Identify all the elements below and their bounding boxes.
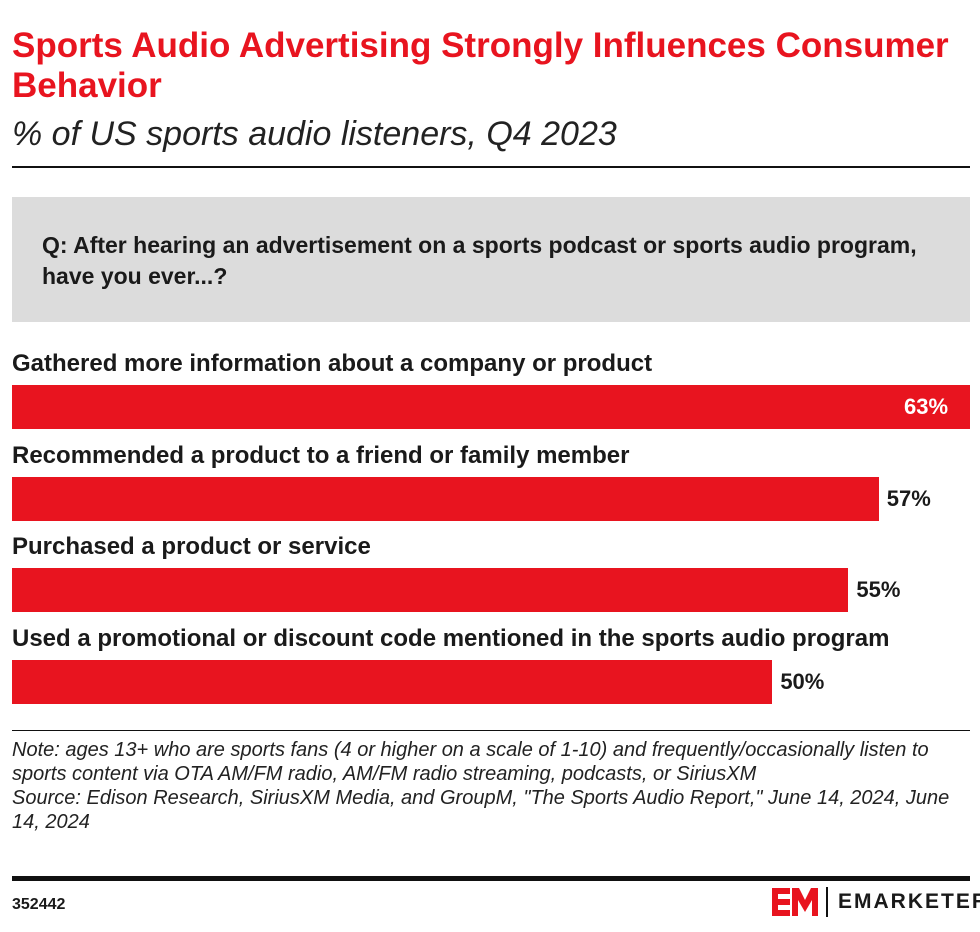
- bar: [12, 660, 773, 705]
- divider: [12, 730, 970, 731]
- category-label: Gathered more information about a compan…: [12, 350, 653, 377]
- divider: [12, 166, 970, 168]
- category-label: Used a promotional or discount code ment…: [12, 625, 890, 653]
- emarketer-logo: EMARKETER: [772, 887, 980, 917]
- em-logo-icon: [772, 888, 818, 916]
- data-label: 55%: [856, 577, 901, 603]
- bar: [12, 568, 849, 613]
- data-label: 50%: [780, 669, 825, 695]
- bar: [12, 385, 970, 429]
- category-label: Purchased a product or service: [12, 533, 371, 561]
- data-label: 63%: [904, 394, 949, 419]
- chart-subtitle: % of US sports audio listeners, Q4 2023: [12, 115, 617, 153]
- note-text: Note: ages 13+ who are sports fans (4 or…: [12, 739, 929, 785]
- chart-id: 352442: [12, 896, 66, 913]
- bar: [12, 476, 879, 521]
- data-label: 57%: [886, 485, 931, 511]
- question-text: Q: After hearing an advertisement on a s…: [42, 232, 917, 289]
- footnote: Note: ages 13+ who are sports fans (4 or…: [12, 738, 972, 834]
- brand-name: EMARKETER: [838, 890, 980, 913]
- chart-title: Sports Audio Advertising Strongly Influe…: [12, 26, 949, 105]
- source-text: Source: Edison Research, SiriusXM Media,…: [12, 787, 950, 833]
- divider: [12, 876, 970, 881]
- category-label: Recommended a product to a friend or fam…: [12, 441, 630, 469]
- logo-separator: [826, 887, 828, 917]
- question-box: Q: After hearing an advertisement on a s…: [12, 197, 970, 322]
